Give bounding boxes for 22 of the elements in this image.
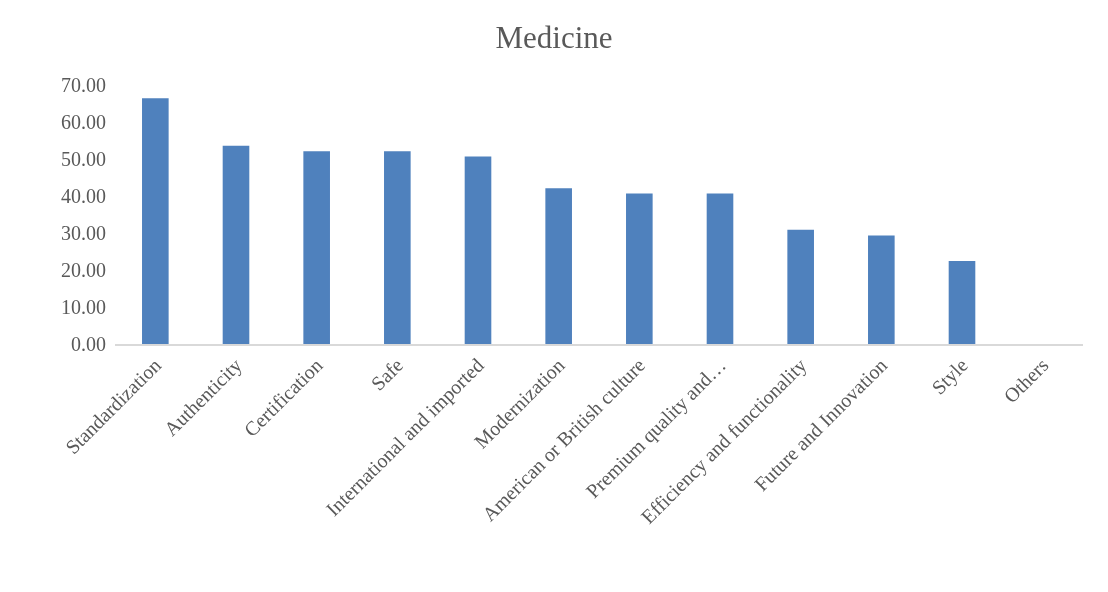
bar (142, 98, 169, 344)
bar (948, 261, 976, 344)
bar (222, 145, 250, 344)
bar (706, 193, 734, 344)
y-tick-label: 10.00 (61, 296, 106, 318)
y-tick-label: 50.00 (61, 148, 106, 170)
x-tick-label: Safe (366, 353, 408, 395)
y-tick-label: 60.00 (61, 111, 106, 133)
bar (787, 229, 814, 344)
x-tick-label: Style (927, 353, 973, 400)
bar (545, 188, 572, 344)
y-tick-label: 30.00 (61, 222, 106, 244)
bar (868, 235, 895, 344)
y-tick-label: 20.00 (61, 259, 106, 281)
bar (464, 156, 492, 344)
bar (384, 151, 411, 344)
bar (303, 151, 330, 344)
chart-title: Medicine (495, 20, 613, 56)
bar (626, 193, 653, 344)
y-tick-label: 70.00 (61, 74, 106, 96)
y-tick-label: 0.00 (71, 333, 106, 355)
y-tick-label: 40.00 (61, 185, 106, 207)
